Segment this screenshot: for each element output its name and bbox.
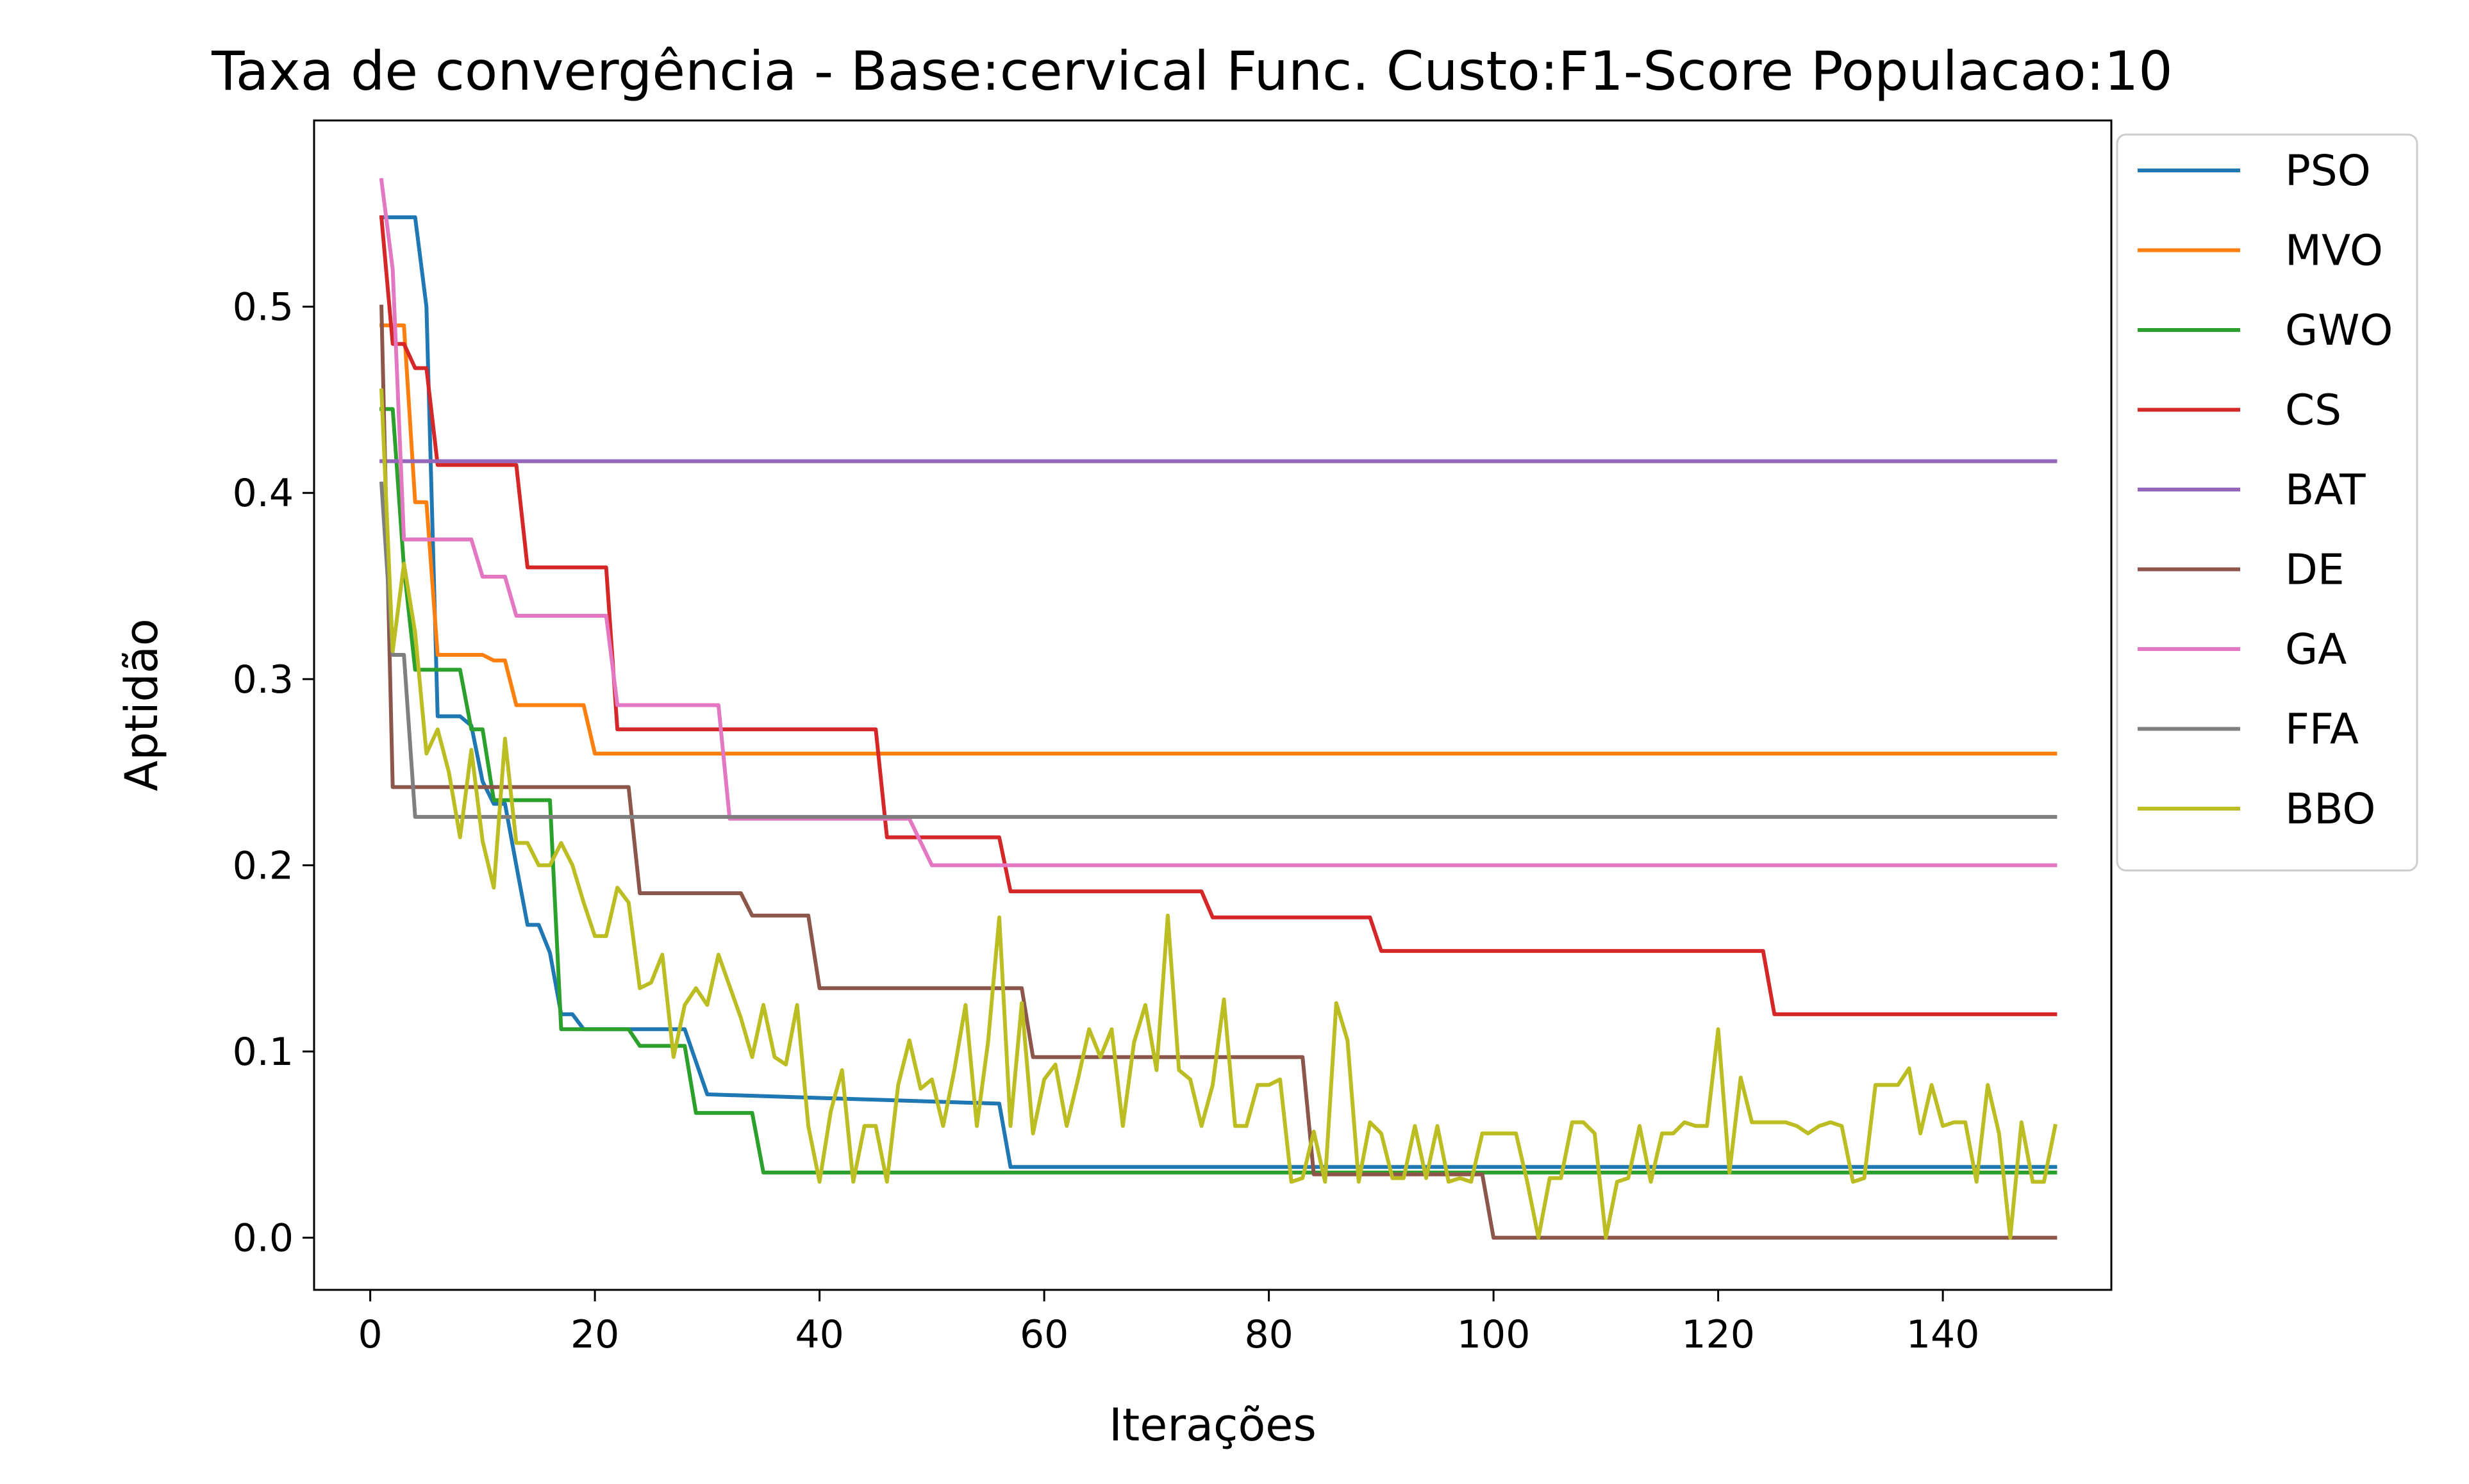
x-tick-label: 0 bbox=[358, 1312, 383, 1357]
series-line-pso bbox=[379, 215, 2058, 1169]
x-tick-label: 120 bbox=[1681, 1312, 1755, 1357]
series-line-mvo bbox=[379, 323, 2058, 756]
chart-title: Taxa de convergência - Base:cervical Fun… bbox=[211, 40, 2172, 103]
series-line-gwo bbox=[379, 407, 2058, 1175]
series-line-bbo bbox=[379, 388, 2058, 1240]
y-tick-label: 0.1 bbox=[233, 1030, 294, 1075]
legend: PSO MVO GWO CS BAT DE GA FFA BBO bbox=[2116, 133, 2418, 871]
x-tick-label: 60 bbox=[1020, 1312, 1068, 1357]
x-tick-label: 80 bbox=[1244, 1312, 1293, 1357]
y-axis-label: Aptidão bbox=[115, 618, 168, 791]
legend-label-bat: BAT bbox=[2285, 465, 2366, 515]
legend-label-pso: PSO bbox=[2285, 146, 2371, 195]
y-tick-label: 0.3 bbox=[233, 657, 294, 702]
x-tick-label: 100 bbox=[1457, 1312, 1531, 1357]
y-tick-label: 0.2 bbox=[233, 843, 294, 888]
series-layer bbox=[379, 177, 2058, 1240]
legend-label-de: DE bbox=[2285, 545, 2345, 595]
x-tick-label: 20 bbox=[570, 1312, 619, 1357]
legend-label-bbo: BBO bbox=[2285, 784, 2375, 834]
legend-label-cs: CS bbox=[2285, 386, 2341, 435]
legend-label-mvo: MVO bbox=[2285, 226, 2383, 276]
series-line-cs bbox=[379, 215, 2058, 1016]
x-axis-label: Iterações bbox=[1109, 1399, 1317, 1451]
x-tick-label: 140 bbox=[1906, 1312, 1980, 1357]
y-tick-label: 0.4 bbox=[233, 471, 294, 516]
x-tick-label: 40 bbox=[795, 1312, 844, 1357]
x-axis-ticks: 0 20 40 60 80 100 120 140 bbox=[358, 1290, 1980, 1357]
legend-box bbox=[2116, 133, 2418, 871]
y-axis-ticks: 0.0 0.1 0.2 0.3 0.4 0.5 bbox=[233, 285, 314, 1261]
axes-frame bbox=[313, 119, 2113, 1291]
y-tick-label: 0.5 bbox=[233, 285, 294, 330]
legend-label-ffa: FFA bbox=[2285, 705, 2359, 754]
y-tick-label: 0.0 bbox=[233, 1216, 294, 1261]
legend-label-gwo: GWO bbox=[2285, 306, 2393, 355]
legend-label-ga: GA bbox=[2285, 625, 2347, 674]
